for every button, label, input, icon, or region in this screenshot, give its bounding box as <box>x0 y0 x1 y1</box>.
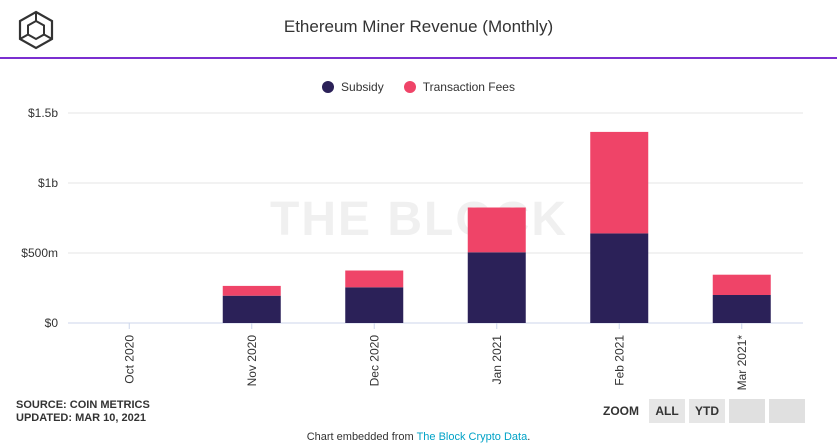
zoom-blank-button[interactable] <box>769 399 805 423</box>
zoom-ytd-button[interactable]: YTD <box>689 399 725 423</box>
legend-swatch-subsidy <box>322 81 335 93</box>
zoom-all-button[interactable]: ALL <box>649 399 685 423</box>
x-tick-label: Feb 2021 <box>612 335 626 386</box>
y-tick-label: $0 <box>45 316 59 330</box>
bar-segment-subsidy <box>590 233 649 323</box>
y-tick-label: $1.5b <box>28 106 58 120</box>
bar-segment-transaction-fees <box>222 285 281 296</box>
source-line: SOURCE: COIN METRICS <box>16 399 150 411</box>
embed-suffix: . <box>527 431 531 443</box>
header-divider <box>0 57 837 59</box>
source-note: SOURCE: COIN METRICS UPDATED: MAR 10, 20… <box>16 399 150 425</box>
bar-segment-subsidy <box>222 295 281 323</box>
bar-segment-subsidy <box>467 252 526 323</box>
updated-line: UPDATED: MAR 10, 2021 <box>16 412 146 424</box>
bar-segment-transaction-fees <box>712 274 771 295</box>
legend-item-subsidy[interactable]: Subsidy <box>322 80 384 94</box>
bar-segment-transaction-fees <box>467 207 526 253</box>
embed-link[interactable]: The Block Crypto Data <box>416 431 528 443</box>
x-tick-label: Oct 2020 <box>122 335 136 384</box>
embed-prefix: Chart embedded from <box>306 431 417 443</box>
bar-segment-subsidy <box>712 295 771 323</box>
zoom-controls: ZOOM ALL YTD <box>603 399 805 423</box>
legend-label-transaction-fees: Transaction Fees <box>422 80 515 94</box>
legend-swatch-transaction-fees <box>403 81 416 93</box>
zoom-blank-button[interactable] <box>729 399 765 423</box>
bar-segment-transaction-fees <box>345 270 404 288</box>
embed-note: Chart embedded from The Block Crypto Dat… <box>0 431 837 443</box>
x-tick-label: Nov 2020 <box>245 335 259 387</box>
chart-title: Ethereum Miner Revenue (Monthly) <box>283 17 554 36</box>
zoom-label: ZOOM <box>603 404 639 418</box>
chart-legend: Subsidy Transaction Fees <box>0 80 837 94</box>
the-block-logo-icon <box>18 10 54 50</box>
x-tick-label: Dec 2020 <box>367 335 381 387</box>
y-tick-label: $1b <box>38 176 58 190</box>
bar-segment-transaction-fees <box>590 131 649 234</box>
bar-segment-subsidy <box>345 287 404 323</box>
legend-item-transaction-fees[interactable]: Transaction Fees <box>403 80 515 94</box>
x-tick-label: Jan 2021 <box>490 335 504 385</box>
stacked-bar-chart: $0 $500m $1b $1.5b Oct 2020 Nov 2020 Dec 2020 J… <box>21 106 803 391</box>
legend-label-subsidy: Subsidy <box>341 80 384 94</box>
x-tick-label: Mar 2021* <box>735 335 749 391</box>
y-tick-label: $500m <box>21 246 58 260</box>
